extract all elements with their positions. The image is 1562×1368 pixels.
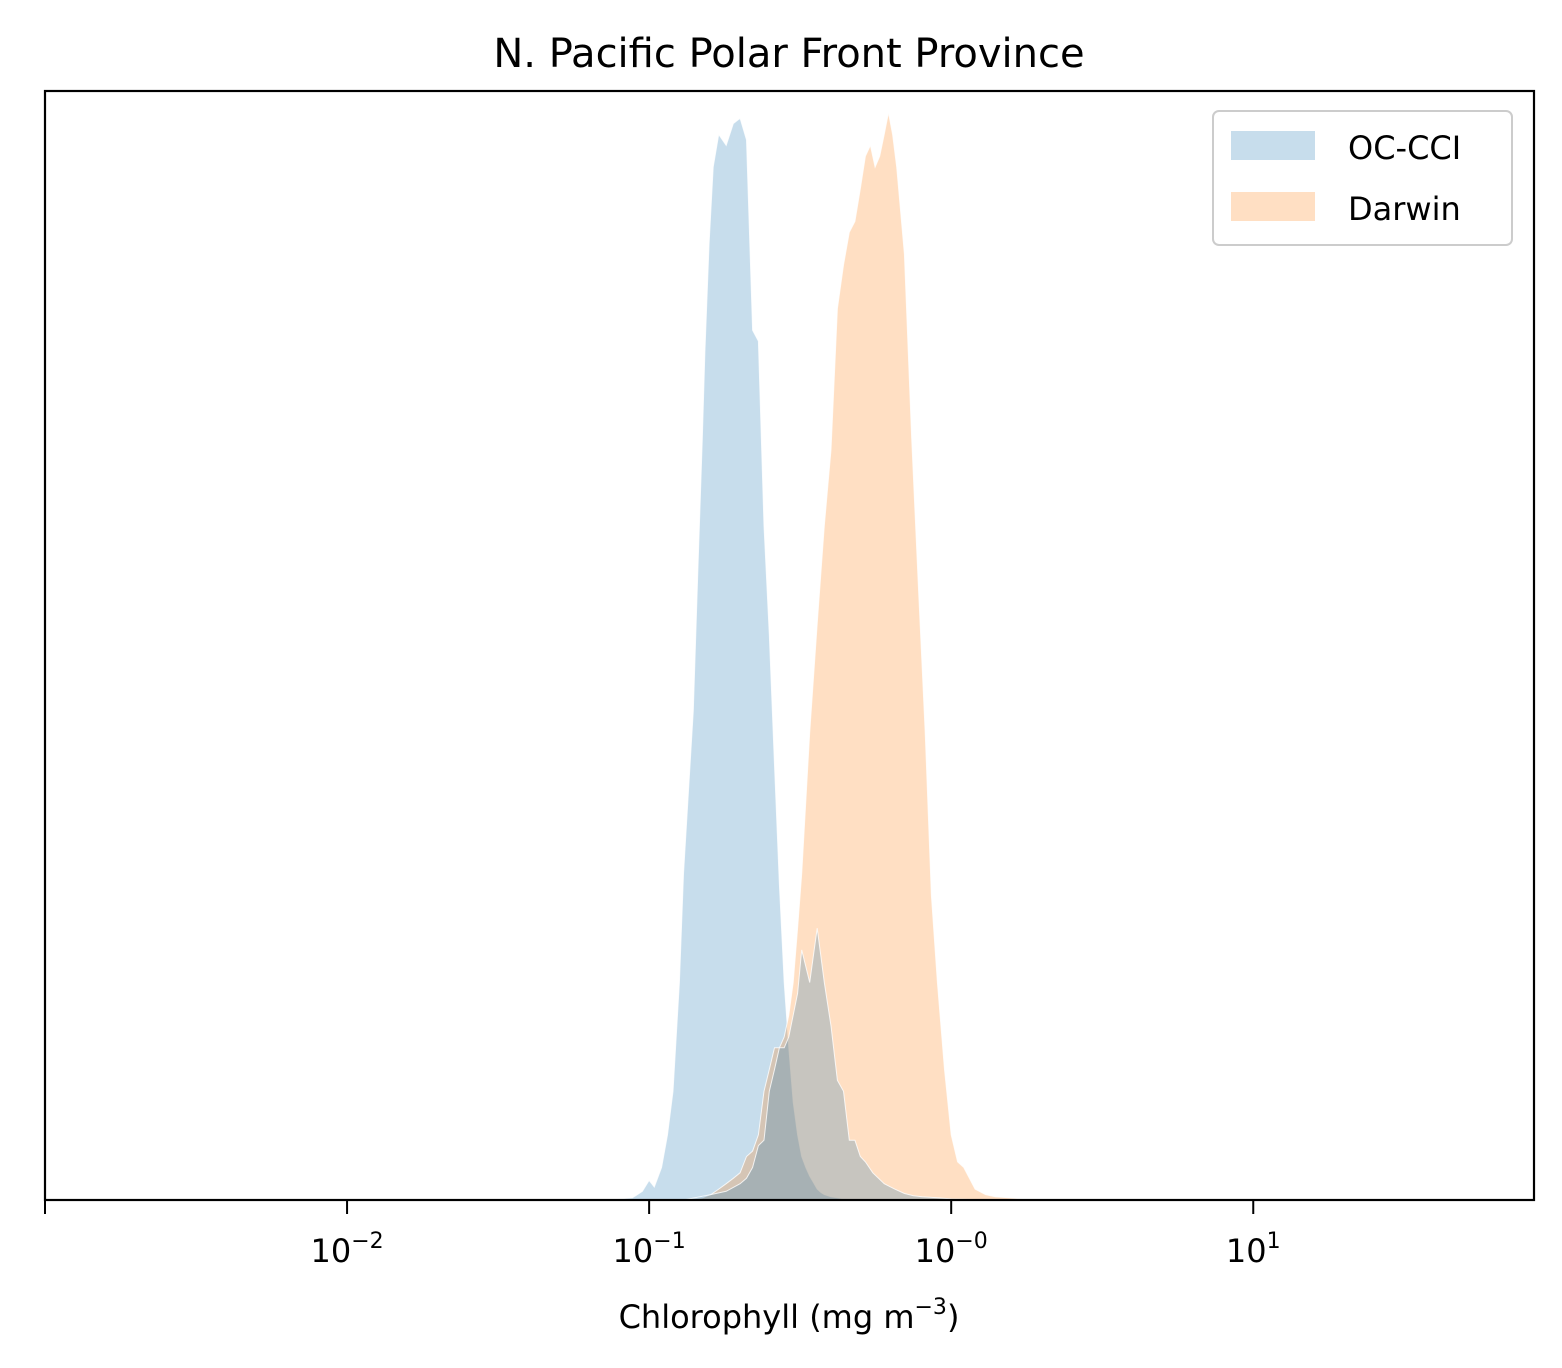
x-tick-label-0: 10−2 — [310, 1229, 383, 1270]
series-area-2 — [683, 928, 996, 1201]
x-axis-label-exponent: −3 — [915, 1295, 947, 1320]
legend-swatch-darwin — [1231, 192, 1315, 221]
legend-label-darwin: Darwin — [1348, 190, 1461, 228]
legend: OC-CCI Darwin — [1212, 110, 1513, 246]
x-tick-label-3: 101 — [1226, 1229, 1281, 1270]
x-tick-label-1: 10−1 — [613, 1229, 686, 1270]
x-tick-label-2: 10−0 — [915, 1229, 988, 1270]
legend-frame — [1212, 110, 1513, 246]
x-axis-label: Chlorophyll (mg m−3) — [619, 1295, 960, 1336]
chart-title: N. Pacific Polar Front Province — [493, 31, 1084, 77]
x-axis: 10−2 10−1 10−0 101 — [44, 1200, 1281, 1270]
legend-label-oc-cci: OC-CCI — [1348, 129, 1461, 167]
x-axis-label-close: ) — [947, 1298, 959, 1336]
legend-swatch-oc-cci — [1231, 131, 1315, 160]
series-area-1 — [683, 112, 1036, 1201]
plot-frame — [43, 89, 1536, 1202]
